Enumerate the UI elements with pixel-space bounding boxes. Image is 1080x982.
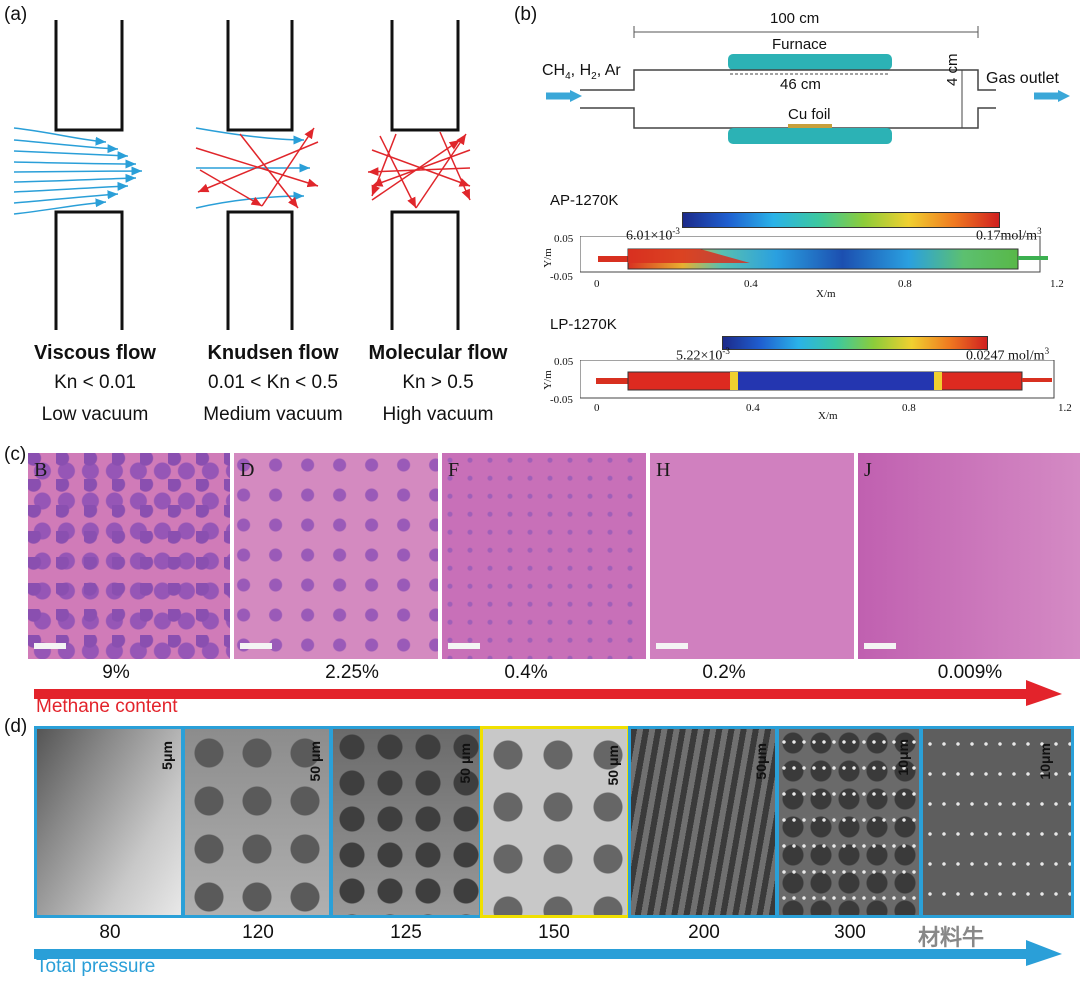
- lp-y-tick-top: 0.05: [554, 356, 574, 368]
- tube-length-label: 100 cm: [770, 10, 820, 27]
- scale-label: 5μm: [159, 741, 175, 770]
- pressure-150: 150: [538, 922, 570, 943]
- ap-simulation-title: AP-1270K: [550, 192, 619, 209]
- methane-content-label: Methane content: [36, 696, 178, 717]
- lp-x-tick-1: 0.4: [746, 402, 760, 414]
- sem-image-125: 50 μm: [330, 726, 482, 918]
- scale-label: 10μm: [1037, 743, 1053, 780]
- knudsen-flow-kn: 0.01 < Kn < 0.5: [208, 372, 338, 393]
- methane-content-arrow: [34, 680, 1062, 706]
- panel-b-label: (b): [514, 4, 538, 25]
- lp-concentration-field: [580, 360, 1055, 399]
- image-letter-j: J: [864, 459, 872, 481]
- gas-inlet-label: CH4, H2, Ar: [542, 62, 621, 83]
- lp-y-axis-label: Y/m: [541, 370, 554, 390]
- ap-x-axis-label: X/m: [816, 288, 836, 300]
- optical-image-d: D: [234, 453, 438, 659]
- methane-0-4: 0.4%: [504, 662, 548, 683]
- sem-image-unlabeled: 10μm: [920, 726, 1074, 918]
- viscous-flow-vacuum: Low vacuum: [41, 404, 149, 425]
- viscous-flow-kn: Kn < 0.01: [54, 372, 136, 393]
- ap-y-tick-top: 0.05: [554, 233, 574, 245]
- sem-image-300: 10μm: [776, 726, 922, 918]
- furnace-length-label: 46 cm: [780, 76, 821, 93]
- viscous-upper-wall: [54, 20, 124, 132]
- ap-colorbar: [682, 212, 1000, 228]
- sem-image-150-highlighted: 50 μm: [480, 726, 630, 918]
- tube-diameter-label: 4 cm: [944, 53, 961, 86]
- panel-d-label: (d): [4, 716, 28, 737]
- image-letter-h: H: [656, 459, 671, 481]
- scale-bar: [864, 643, 896, 649]
- methane-0-009: 0.009%: [937, 662, 1003, 683]
- knudsen-flow-title: Knudsen flow: [207, 342, 339, 364]
- panel-a-label: (a): [4, 4, 28, 25]
- ap-x-tick-0: 0: [594, 278, 600, 290]
- pressure-80: 80: [99, 922, 121, 943]
- methane-0-2: 0.2%: [702, 662, 746, 683]
- molecular-flow-title: Molecular flow: [368, 342, 508, 364]
- total-pressure-arrow: [34, 940, 1062, 966]
- cvd-reactor-schematic: [546, 26, 1070, 144]
- lp-x-tick-0: 0: [594, 402, 600, 414]
- viscous-lower-wall: [54, 210, 124, 330]
- ap-x-tick-1: 0.4: [744, 278, 758, 290]
- lp-x-tick-3: 1.2: [1058, 402, 1072, 414]
- pressure-200: 200: [688, 922, 720, 943]
- scale-label: 50 μm: [457, 743, 473, 784]
- ap-x-tick-2: 0.8: [898, 278, 912, 290]
- scale-label: 50 μm: [605, 745, 621, 786]
- scale-bar: [240, 643, 272, 649]
- molecular-molecule-paths: [367, 131, 471, 209]
- lp-y-tick-bottom: -0.05: [550, 394, 573, 406]
- lp-x-axis-label: X/m: [818, 410, 838, 422]
- molecular-flow-kn: Kn > 0.5: [402, 372, 474, 393]
- scale-bar: [34, 643, 66, 649]
- sem-image-200: 50μm: [628, 726, 778, 918]
- methane-2-25: 2.25%: [325, 662, 379, 683]
- scale-label: 50 μm: [307, 741, 323, 782]
- sem-image-80: 5μm: [34, 726, 184, 918]
- sem-image-120: 50 μm: [182, 726, 332, 918]
- scale-bar: [448, 643, 480, 649]
- pressure-125: 125: [390, 922, 422, 943]
- scale-label: 50μm: [753, 743, 769, 780]
- image-letter-b: B: [34, 459, 48, 481]
- ap-y-tick-bottom: -0.05: [550, 271, 573, 283]
- knudsen-flow-vacuum: Medium vacuum: [203, 404, 343, 425]
- optical-image-f: F: [442, 453, 646, 659]
- image-letter-f: F: [448, 459, 460, 481]
- optical-image-h: H: [650, 453, 854, 659]
- optical-image-b: B: [28, 453, 230, 659]
- total-pressure-label: Total pressure: [36, 956, 156, 977]
- knudsen-molecule-paths: [195, 127, 319, 209]
- flow-regime-diagram: [13, 20, 471, 330]
- gas-outlet-label: Gas outlet: [986, 70, 1059, 87]
- viscous-streamlines: [13, 127, 143, 215]
- panel-c-label: (c): [4, 444, 27, 465]
- optical-image-j: J: [858, 453, 1080, 659]
- ap-x-tick-3: 1.2: [1050, 278, 1064, 290]
- knudsen-streamlines: [195, 127, 310, 209]
- cu-foil-label: Cu foil: [788, 106, 831, 123]
- lp-x-tick-2: 0.8: [902, 402, 916, 414]
- viscous-flow-title: Viscous flow: [34, 342, 156, 364]
- molecular-flow-vacuum: High vacuum: [382, 404, 494, 425]
- pressure-120: 120: [242, 922, 274, 943]
- image-letter-d: D: [240, 459, 255, 481]
- watermark: 材料牛: [918, 925, 985, 950]
- knudsen-lower-wall: [226, 210, 294, 330]
- lp-simulation-title: LP-1270K: [550, 316, 617, 333]
- furnace-label: Furnace: [772, 36, 828, 53]
- ap-concentration-field: [580, 236, 1048, 273]
- molecular-lower-wall: [390, 210, 460, 330]
- knudsen-upper-wall: [226, 20, 294, 132]
- ap-y-axis-label: Y/m: [541, 248, 554, 268]
- methane-9: 9%: [102, 662, 130, 683]
- lp-colorbar: [722, 336, 988, 350]
- pressure-300: 300: [834, 922, 866, 943]
- scale-label: 10μm: [895, 739, 911, 776]
- molecular-upper-wall: [390, 20, 460, 132]
- scale-bar: [656, 643, 688, 649]
